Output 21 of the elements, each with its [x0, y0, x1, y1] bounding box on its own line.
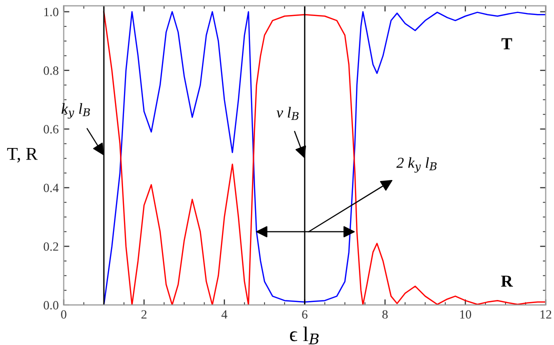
x-axis-title: ϵ l$_{B}$	[290, 326, 319, 344]
x-tick-label: 8	[382, 310, 388, 319]
series-label: T	[502, 38, 512, 50]
x-tick-label: 2	[141, 310, 146, 319]
annotation: 2 k$_{y}$ l$_{B}$	[396, 157, 437, 173]
y-tick-label: 0.0	[44, 301, 58, 310]
y-axis-title: T, R	[7, 148, 38, 163]
x-tick-label: 0	[61, 310, 66, 319]
y-tick-label: 1.0	[44, 8, 58, 16]
annotation: ν l$_{B}$	[276, 106, 299, 120]
y-tick-label: 0.6	[44, 125, 58, 134]
annotation: k$_{y}$ l$_{B}$	[62, 103, 90, 119]
x-tick-label: 4	[221, 310, 228, 319]
series-label: R	[501, 276, 513, 287]
y-tick-label: 0.2	[44, 242, 58, 251]
x-tick-label: 6	[302, 310, 308, 319]
x-tick-label: 12	[540, 310, 552, 319]
y-tick-label: 0.8	[44, 66, 58, 75]
line-series	[103, 11, 546, 305]
y-tick-label: 0.4	[44, 184, 59, 192]
x-tick-label: 10	[460, 310, 472, 319]
